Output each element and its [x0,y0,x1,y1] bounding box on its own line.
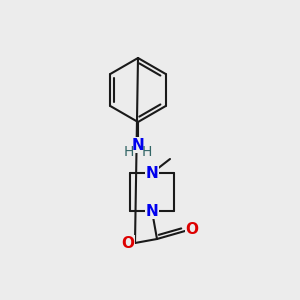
Text: O: O [122,236,134,250]
Text: O: O [185,221,199,236]
Text: H: H [142,145,152,159]
Text: N: N [146,166,158,181]
Text: H: H [124,145,134,159]
Text: N: N [146,203,158,218]
Text: N: N [132,137,144,152]
